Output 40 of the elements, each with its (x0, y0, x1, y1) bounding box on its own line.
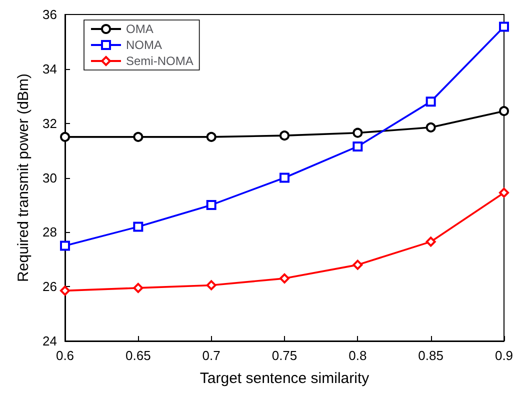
y-tick-label: 34 (42, 61, 57, 76)
x-tick-label: 0.9 (494, 348, 514, 363)
x-tick-label: 0.85 (418, 348, 444, 363)
point (133, 132, 144, 142)
point (133, 282, 144, 293)
x-tick-label: 0.7 (202, 348, 220, 363)
point (206, 132, 216, 142)
x-tick-label: 0.75 (272, 348, 298, 363)
y-axis-title: Required transmit power (dBm) (15, 74, 32, 282)
legend-label: NOMA (126, 38, 162, 52)
x-tick-label: 0.6 (56, 348, 74, 363)
x-axis-title: Target sentence similarity (200, 370, 370, 387)
point (206, 280, 216, 290)
y-tick-label: 36 (42, 7, 57, 22)
point (133, 222, 144, 232)
point (60, 132, 70, 142)
point (499, 22, 509, 32)
point (60, 286, 70, 296)
point (280, 130, 290, 141)
legend-label: OMA (126, 22, 154, 36)
point (352, 141, 363, 152)
point (426, 236, 436, 247)
x-tick-label: 0.8 (348, 348, 367, 363)
y-tick-label: 32 (42, 116, 57, 131)
point (352, 260, 363, 270)
y-tick-label: 28 (42, 224, 57, 240)
point (60, 240, 70, 251)
y-tick-label: 26 (42, 279, 57, 294)
point (499, 106, 509, 116)
x-tick-label: 0.65 (126, 348, 151, 363)
point (280, 172, 290, 183)
point (426, 122, 436, 132)
y-tick-label: 24 (42, 334, 57, 348)
legend-label: Semi-NOMA (126, 54, 194, 68)
point (352, 128, 363, 138)
y-tick-label: 30 (42, 170, 57, 186)
point (426, 96, 436, 107)
point (280, 273, 290, 284)
point (499, 188, 509, 198)
point (206, 200, 216, 210)
